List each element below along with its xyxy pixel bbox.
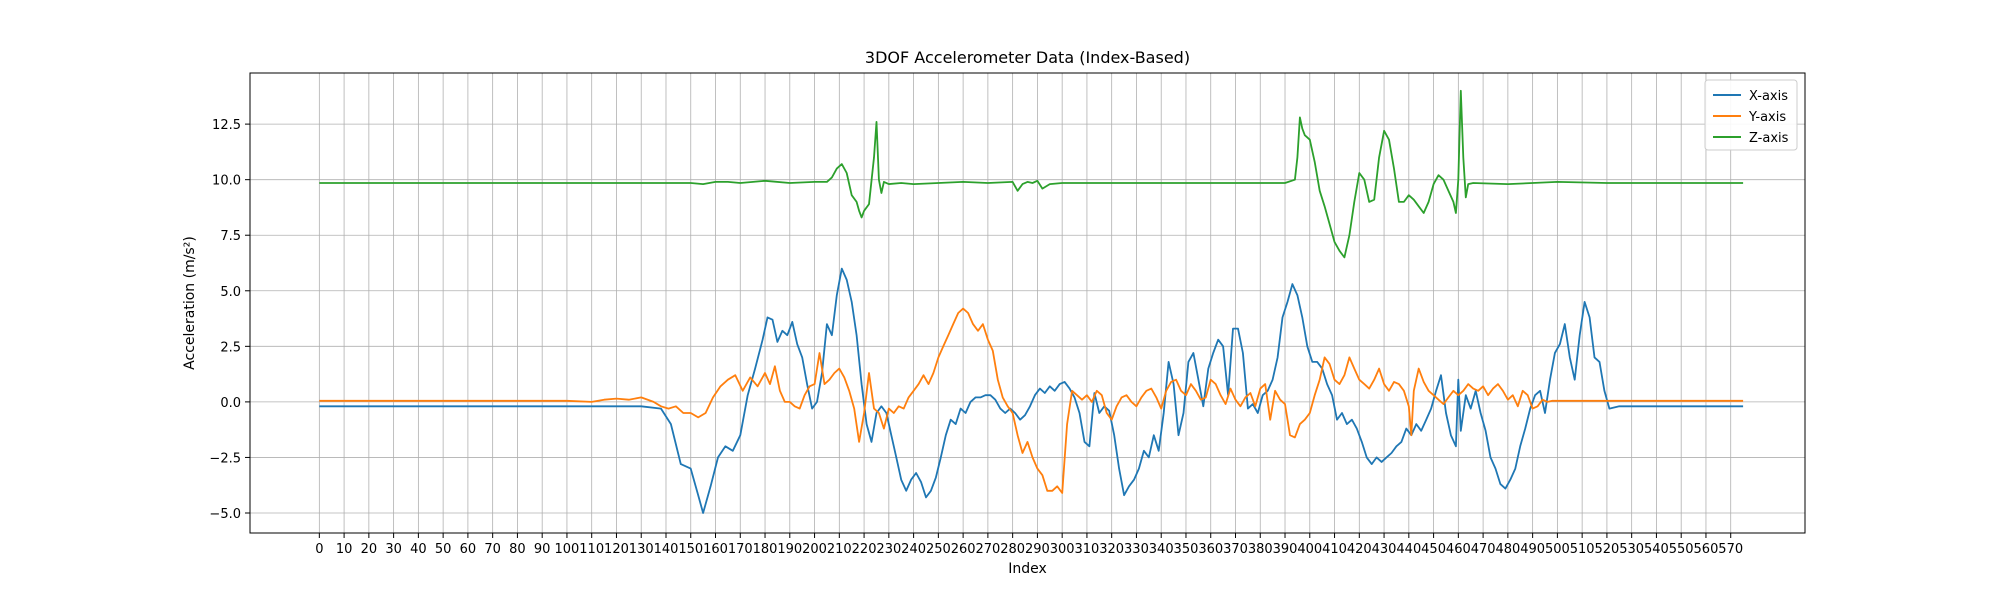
y-tick-label: 2.5 xyxy=(220,340,241,355)
x-tick-label: 130 xyxy=(629,542,654,557)
x-tick-label: 140 xyxy=(654,542,679,557)
x-tick-label: 20 xyxy=(361,542,378,557)
x-tick-label: 120 xyxy=(604,542,629,557)
x-tick-label: 570 xyxy=(1718,542,1743,557)
x-tick-label: 110 xyxy=(579,542,604,557)
series-line-x-axis xyxy=(319,267,1744,514)
x-tick-label: 410 xyxy=(1322,542,1347,557)
x-tick-label: 250 xyxy=(926,542,951,557)
y-tick-label: 0.0 xyxy=(220,396,241,411)
x-tick-label: 190 xyxy=(777,542,802,557)
legend-box xyxy=(1704,79,1798,151)
x-tick-label: 0 xyxy=(315,542,323,557)
chart-title: 3DOF Accelerometer Data (Index-Based) xyxy=(865,48,1190,67)
series-lines xyxy=(319,89,1744,514)
legend-entry: Z-axis xyxy=(1749,131,1789,146)
legend-entry: X-axis xyxy=(1749,89,1788,104)
x-tick-label: 460 xyxy=(1446,542,1471,557)
x-tick-label: 70 xyxy=(484,542,501,557)
x-axis-label: Index xyxy=(1008,561,1047,577)
x-tick-label: 310 xyxy=(1075,542,1100,557)
y-tick-label: 10.0 xyxy=(212,174,241,189)
x-tick-label: 210 xyxy=(827,542,852,557)
y-axis-ticks: −5.0 −2.5 0.0 2.5 5.0 7.5 10.0 12.5 xyxy=(209,118,250,522)
x-tick-label: 270 xyxy=(975,542,1000,557)
x-tick-label: 430 xyxy=(1372,542,1397,557)
x-tick-label: 300 xyxy=(1050,542,1075,557)
y-tick-label: 12.5 xyxy=(212,118,241,133)
x-tick-label: 50 xyxy=(435,542,452,557)
series-line-z-axis xyxy=(319,89,1744,259)
y-tick-label: −5.0 xyxy=(209,507,241,522)
x-tick-label: 490 xyxy=(1520,542,1545,557)
x-tick-label: 380 xyxy=(1248,542,1273,557)
x-axis-ticks: 0 10 20 30 40 50 60 70 80 90 100 110 120 130 140 150 160… xyxy=(315,533,1743,557)
x-tick-label: 80 xyxy=(509,542,526,557)
grid xyxy=(250,73,1805,533)
x-tick-label: 400 xyxy=(1297,542,1322,557)
y-axis-label: Acceleration (m/s²) xyxy=(182,236,198,370)
x-tick-label: 260 xyxy=(951,542,976,557)
x-tick-label: 10 xyxy=(336,542,353,557)
x-tick-label: 100 xyxy=(555,542,580,557)
x-tick-label: 370 xyxy=(1223,542,1248,557)
y-tick-label: 7.5 xyxy=(220,229,241,244)
x-tick-label: 160 xyxy=(703,542,728,557)
y-tick-label: 5.0 xyxy=(220,285,241,300)
x-tick-label: 60 xyxy=(460,542,477,557)
x-tick-label: 470 xyxy=(1471,542,1496,557)
x-tick-label: 230 xyxy=(876,542,901,557)
x-tick-label: 170 xyxy=(728,542,753,557)
x-tick-label: 330 xyxy=(1124,542,1149,557)
x-tick-label: 150 xyxy=(678,542,703,557)
x-tick-label: 450 xyxy=(1421,542,1446,557)
x-tick-label: 520 xyxy=(1594,542,1619,557)
x-tick-label: 420 xyxy=(1347,542,1372,557)
x-tick-label: 540 xyxy=(1644,542,1669,557)
x-tick-label: 40 xyxy=(410,542,427,557)
legend-entry: Y-axis xyxy=(1748,110,1786,125)
x-tick-label: 360 xyxy=(1198,542,1223,557)
x-tick-label: 500 xyxy=(1545,542,1570,557)
x-tick-label: 220 xyxy=(852,542,877,557)
x-tick-label: 530 xyxy=(1619,542,1644,557)
x-tick-label: 350 xyxy=(1174,542,1199,557)
plot-frame xyxy=(249,72,1806,534)
x-tick-label: 30 xyxy=(385,542,402,557)
series-line-y-axis xyxy=(319,307,1744,494)
x-tick-label: 290 xyxy=(1025,542,1050,557)
x-tick-label: 90 xyxy=(534,542,551,557)
x-tick-label: 390 xyxy=(1273,542,1298,557)
x-tick-label: 240 xyxy=(901,542,926,557)
legend: X-axis Y-axis Z-axis xyxy=(1704,79,1798,151)
x-tick-label: 440 xyxy=(1396,542,1421,557)
x-tick-label: 510 xyxy=(1570,542,1595,557)
x-tick-label: 200 xyxy=(802,542,827,557)
x-tick-label: 560 xyxy=(1694,542,1719,557)
x-tick-label: 550 xyxy=(1669,542,1694,557)
x-tick-label: 180 xyxy=(753,542,778,557)
y-tick-label: −2.5 xyxy=(209,451,241,466)
x-tick-label: 320 xyxy=(1099,542,1124,557)
x-tick-label: 480 xyxy=(1495,542,1520,557)
x-tick-label: 340 xyxy=(1149,542,1174,557)
x-tick-label: 280 xyxy=(1000,542,1025,557)
